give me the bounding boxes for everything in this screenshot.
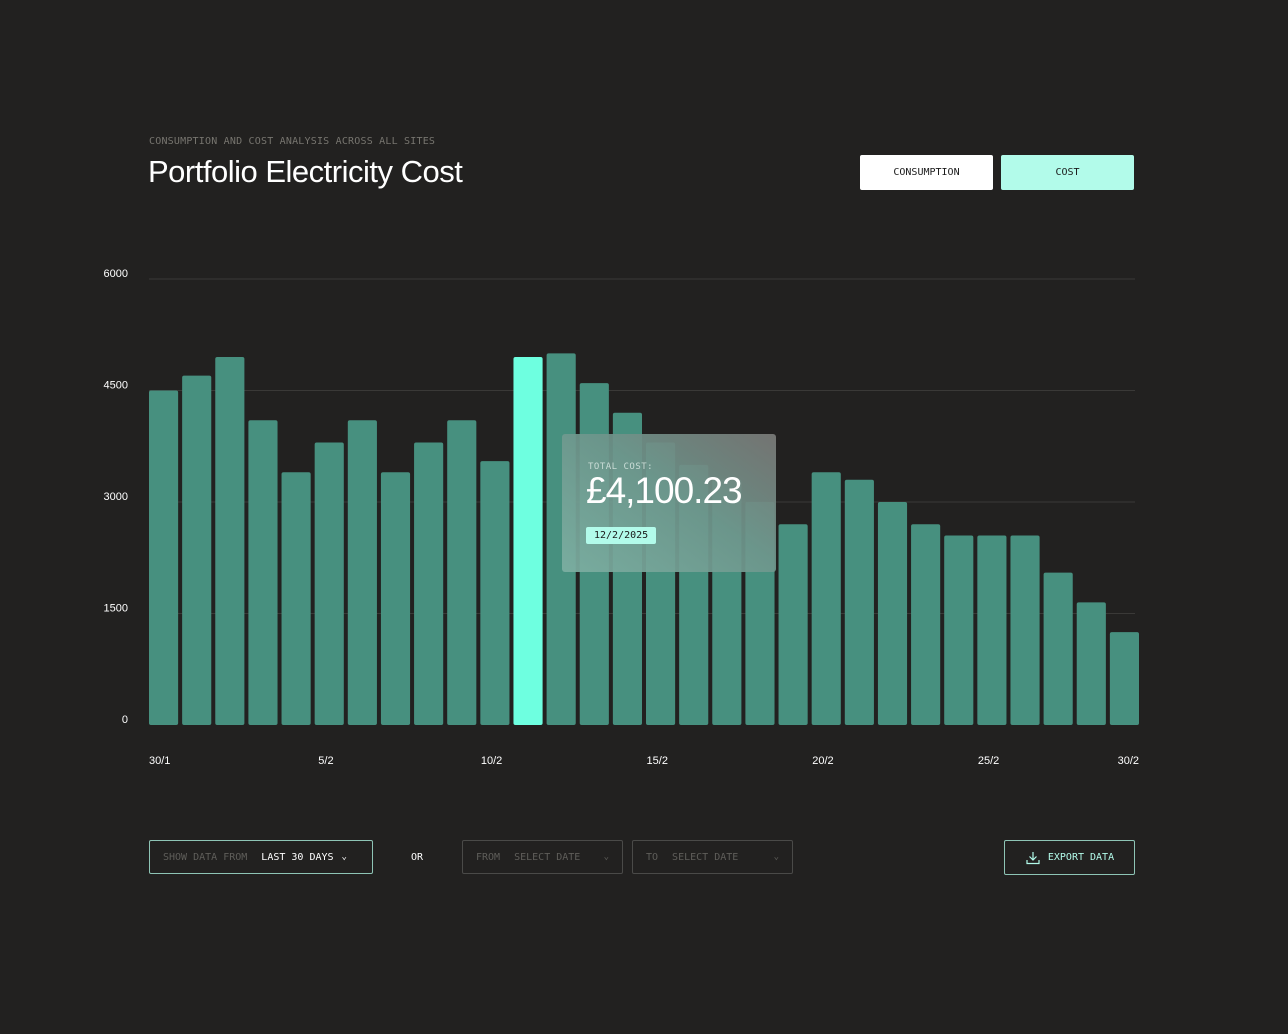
download-icon	[1026, 851, 1040, 864]
export-data-button[interactable]: EXPORT DATA	[1004, 840, 1135, 875]
from-label: FROM	[476, 851, 501, 863]
from-date-select[interactable]: FROM SELECT DATE ⌄	[462, 840, 623, 874]
bar	[1043, 572, 1073, 725]
bar	[149, 390, 179, 725]
bar	[314, 442, 344, 725]
export-label: EXPORT DATA	[1047, 852, 1115, 863]
to-date-select[interactable]: TO SELECT DATE ⌄	[632, 840, 793, 874]
bar	[215, 357, 245, 725]
bar	[1010, 535, 1040, 725]
bar	[248, 420, 278, 725]
x-tick-label: 20/2	[812, 755, 833, 767]
x-tick-label: 15/2	[647, 755, 668, 767]
bar	[811, 472, 841, 725]
y-tick-label: 6000	[104, 268, 128, 280]
x-tick-label: 5/2	[318, 755, 333, 767]
bar	[347, 420, 377, 725]
y-tick-label: 1500	[104, 603, 128, 615]
x-tick-label: 30/1	[149, 755, 170, 767]
bar	[281, 472, 311, 725]
chevron-down-icon: ⌄	[603, 852, 609, 862]
bar	[778, 524, 808, 725]
chevron-down-icon: ⌄	[341, 852, 347, 862]
bar	[1109, 632, 1139, 725]
or-label: OR	[411, 852, 424, 863]
chevron-down-icon: ⌄	[773, 852, 779, 862]
cost-toggle-button[interactable]: COST	[1001, 155, 1134, 190]
bar	[977, 535, 1007, 725]
x-tick-label: 25/2	[978, 755, 999, 767]
consumption-toggle-button[interactable]: CONSUMPTION	[860, 155, 993, 190]
y-tick-label: 4500	[104, 380, 128, 392]
from-placeholder: SELECT DATE	[514, 851, 581, 863]
bar	[182, 375, 212, 725]
bar	[877, 502, 908, 725]
bar	[414, 442, 444, 725]
y-tick-label: 0	[122, 714, 128, 726]
bar	[944, 535, 974, 725]
page-title: Portfolio Electricity Cost	[148, 154, 463, 189]
x-tick-label: 10/2	[481, 755, 502, 767]
x-tick-label: 30/2	[1118, 755, 1139, 767]
tooltip-label: TOTAL COST:	[588, 462, 654, 472]
range-value: LAST 30 DAYS	[261, 851, 334, 863]
bar	[447, 420, 477, 725]
bar	[1076, 602, 1106, 725]
bar	[911, 524, 941, 725]
to-label: TO	[646, 851, 659, 863]
tooltip-date: 12/2/2025	[586, 527, 657, 544]
bar-chart: 0 1500 3000 4500 6000 30/1 5/2 10/2 15/2 20/2 25/2…	[104, 268, 1139, 767]
page-subtitle: CONSUMPTION AND COST ANALYSIS ACROSS ALL…	[149, 136, 436, 147]
chart-tooltip: TOTAL COST: £4,100.23 12/2/2025	[562, 434, 776, 572]
bar	[380, 472, 411, 725]
y-tick-label: 3000	[104, 491, 128, 503]
bar	[844, 479, 874, 725]
to-placeholder: SELECT DATE	[672, 851, 739, 863]
date-range-select[interactable]: SHOW DATA FROM LAST 30 DAYS ⌄	[149, 840, 373, 874]
tooltip-value: £4,100.23	[586, 470, 743, 511]
range-label: SHOW DATA FROM	[163, 851, 248, 863]
bar	[480, 461, 510, 725]
bar	[513, 357, 543, 725]
